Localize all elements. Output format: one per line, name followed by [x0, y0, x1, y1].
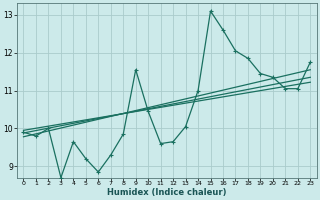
X-axis label: Humidex (Indice chaleur): Humidex (Indice chaleur) [107, 188, 227, 197]
